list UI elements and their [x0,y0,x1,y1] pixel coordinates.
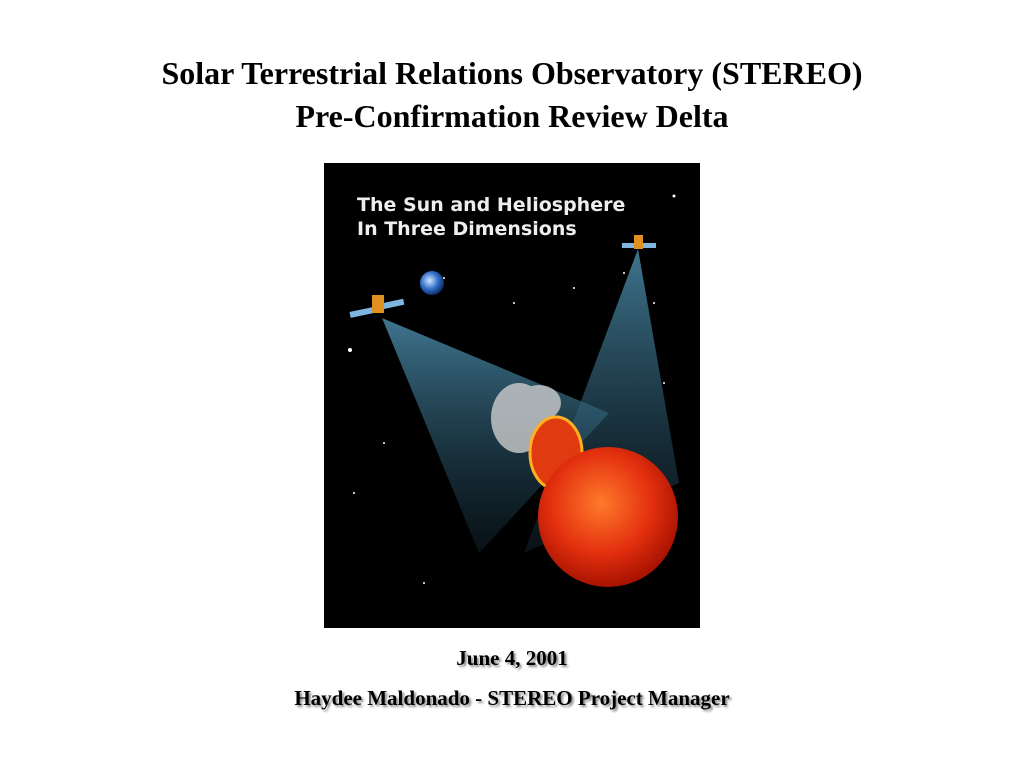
right-satellite [622,235,656,249]
presentation-date: June 4, 2001 [456,646,568,670]
left-satellite [349,295,405,318]
slide-title: Solar Terrestrial Relations Observatory … [161,55,863,91]
sun [538,447,678,587]
earth [420,271,444,295]
slide-subtitle: Pre-Confirmation Review Delta [295,98,729,134]
presenter: Haydee Maldonado - STEREO Project Manage… [294,686,730,710]
image-caption-line2: In Three Dimensions [357,218,577,240]
image-caption-line1: The Sun and Heliosphere [357,194,625,216]
stereo-illustration: The Sun and Heliosphere In Three Dimensi… [324,163,700,628]
stars [348,194,676,584]
